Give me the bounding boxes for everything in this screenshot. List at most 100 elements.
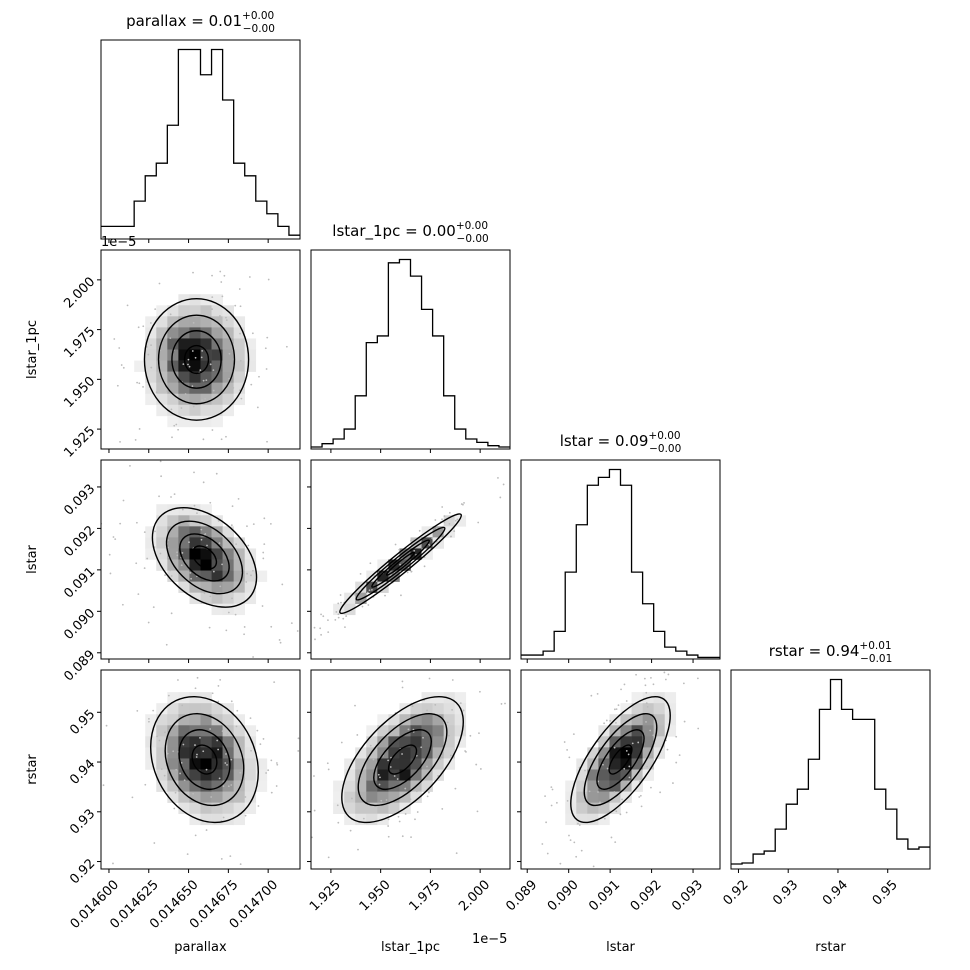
sample-point — [203, 592, 206, 595]
density-cell — [156, 526, 168, 538]
sample-point — [158, 495, 160, 498]
sample-point — [138, 382, 141, 385]
density-cell — [255, 570, 268, 582]
density-cell — [609, 747, 621, 759]
density-cell — [178, 360, 190, 372]
density-cell — [200, 404, 212, 417]
sample-point — [182, 667, 184, 669]
density-cell — [233, 316, 246, 328]
sample-point — [232, 461, 234, 463]
density-cell — [167, 725, 179, 737]
density-cell — [200, 736, 212, 748]
density-cell — [587, 813, 599, 826]
sample-point — [285, 345, 288, 348]
density-cell — [156, 327, 168, 339]
density-cell — [222, 791, 234, 803]
density-cell — [178, 747, 190, 759]
density-cell — [432, 714, 444, 726]
sample-point — [303, 619, 305, 621]
sample-point — [339, 594, 342, 596]
contour-level — [164, 712, 245, 807]
sample-point — [449, 535, 452, 538]
sample-point — [620, 688, 622, 691]
density-cell — [244, 736, 257, 748]
density-cell — [233, 382, 246, 395]
sample-point — [500, 703, 503, 705]
panel-frame — [100, 669, 301, 870]
density-cell — [355, 581, 367, 593]
sample-point — [590, 694, 593, 697]
sample-point — [359, 572, 362, 575]
sample-point — [322, 615, 325, 618]
density-cell — [178, 570, 190, 582]
sample-point — [227, 785, 230, 788]
sample-point — [215, 472, 218, 475]
density-cell — [653, 692, 666, 704]
density-cell — [388, 747, 400, 759]
density-cell — [576, 813, 588, 826]
sample-point — [247, 544, 250, 547]
sample-point — [331, 783, 333, 785]
density-cell — [200, 349, 212, 361]
sample-point — [577, 822, 579, 825]
sample-point — [173, 493, 176, 496]
density-cell — [244, 780, 257, 792]
sample-point — [426, 795, 429, 798]
density-cell — [432, 736, 444, 748]
sample-point — [167, 539, 169, 542]
sample-point — [176, 554, 179, 557]
density-cell — [355, 592, 367, 605]
density-cell — [189, 526, 201, 538]
density-cell — [211, 747, 223, 759]
sample-point — [342, 617, 345, 620]
sample-point — [142, 325, 145, 328]
density-cell — [587, 747, 599, 759]
density-cell — [211, 382, 223, 395]
density-cell — [222, 526, 234, 538]
density-cell — [244, 559, 257, 571]
sample-point — [216, 739, 219, 742]
density-cell — [410, 736, 422, 748]
sample-point — [683, 720, 686, 723]
sample-point — [239, 863, 242, 866]
sample-point — [573, 841, 576, 844]
y-tick-label-lstar: 0.089 — [61, 647, 98, 684]
sample-point — [239, 332, 241, 335]
sample-point — [158, 282, 161, 285]
sample-point — [179, 667, 181, 669]
sample-point — [418, 786, 420, 789]
sample-point — [193, 471, 195, 474]
sample-point — [320, 613, 322, 616]
density-cell — [233, 393, 246, 406]
density-cell — [222, 382, 234, 395]
sample-point — [221, 563, 223, 566]
title-rstar: rstar = 0.94+0.01 −0.01 — [769, 640, 893, 665]
sample-point — [340, 601, 342, 604]
density-cell — [178, 316, 190, 328]
density-cell — [200, 360, 212, 372]
density-cell — [388, 725, 400, 737]
density-cell — [377, 714, 389, 726]
x-axis-label-lstar_1pc: lstar_1pc — [381, 940, 440, 955]
density-cell — [178, 548, 190, 560]
sample-point — [244, 796, 247, 798]
sample-point — [192, 321, 195, 324]
density-cell — [222, 736, 234, 748]
sample-point — [204, 533, 207, 535]
sample-point — [230, 758, 233, 761]
density-cell — [167, 382, 179, 395]
density-cell — [421, 736, 433, 748]
panel-content — [113, 270, 288, 463]
sample-point — [98, 537, 100, 539]
sample-point — [181, 508, 184, 511]
density-cell — [178, 537, 190, 549]
y-tick-label-lstar_1pc: 2.000 — [61, 275, 98, 312]
sample-point — [226, 763, 228, 766]
sample-point — [337, 821, 340, 824]
sample-point — [192, 792, 195, 795]
sample-point — [200, 538, 203, 541]
sample-point — [301, 508, 303, 510]
sample-point — [631, 742, 634, 745]
sample-point — [594, 806, 597, 809]
